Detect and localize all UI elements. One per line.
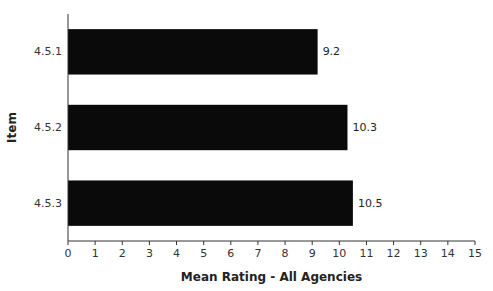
x-tick [230,241,231,245]
x-tick-label: 4 [173,247,180,260]
y-tick-label: 4.5.2 [34,121,62,134]
bar [68,180,353,225]
y-tick-label: 4.5.3 [34,197,62,210]
x-axis: 0123456789101112131415Mean Rating - All … [65,241,483,284]
x-tick-label: 2 [119,247,126,260]
x-tick [285,241,286,245]
x-tick [149,241,150,245]
x-tick-label: 10 [332,247,346,260]
x-tick-label: 0 [65,247,72,260]
x-tick [203,241,204,245]
bars [68,29,353,226]
data-label: 9.2 [323,45,341,58]
x-tick [393,241,394,245]
x-tick [312,241,313,245]
data-labels: 9.2 10.3 10.5 [323,45,383,209]
y-axis: 4.5.1 4.5.2 4.5.3 Item [5,14,68,241]
data-label: 10.3 [352,121,377,134]
x-tick-label: 3 [146,247,153,260]
x-tick-label: 5 [200,247,207,260]
x-tick [447,241,448,245]
x-axis-label: Mean Rating - All Agencies [181,270,362,284]
y-tick-label: 4.5.1 [34,45,62,58]
x-axis-line [68,241,475,242]
x-tick [95,241,96,245]
x-tick-label: 12 [387,247,401,260]
x-tick-label: 15 [468,247,482,260]
x-tick [122,241,123,245]
x-tick-label: 6 [227,247,234,260]
x-tick [420,241,421,245]
x-tick [366,241,367,245]
x-tick-label: 11 [359,247,373,260]
page: {"chart_data": {"type": "bar", "orientat… [0,0,493,291]
x-tick-label: 9 [309,247,316,260]
y-axis-line [68,14,69,241]
chart: 9.210.310.50123456789101112131415Mean Ra… [0,0,493,291]
chart-container: 9.210.310.50123456789101112131415Mean Ra… [0,0,493,291]
bar [68,29,318,74]
x-tick [176,241,177,245]
x-tick [339,241,340,245]
x-tick-label: 14 [441,247,455,260]
y-axis-label: Item [5,112,19,143]
bar [68,105,347,150]
data-label: 10.5 [358,197,383,210]
x-tick-label: 13 [414,247,428,260]
x-tick-label: 8 [282,247,289,260]
x-tick-label: 1 [92,247,99,260]
x-tick [257,241,258,245]
x-tick-label: 7 [254,247,261,260]
x-tick [68,241,69,245]
x-tick [475,241,476,245]
